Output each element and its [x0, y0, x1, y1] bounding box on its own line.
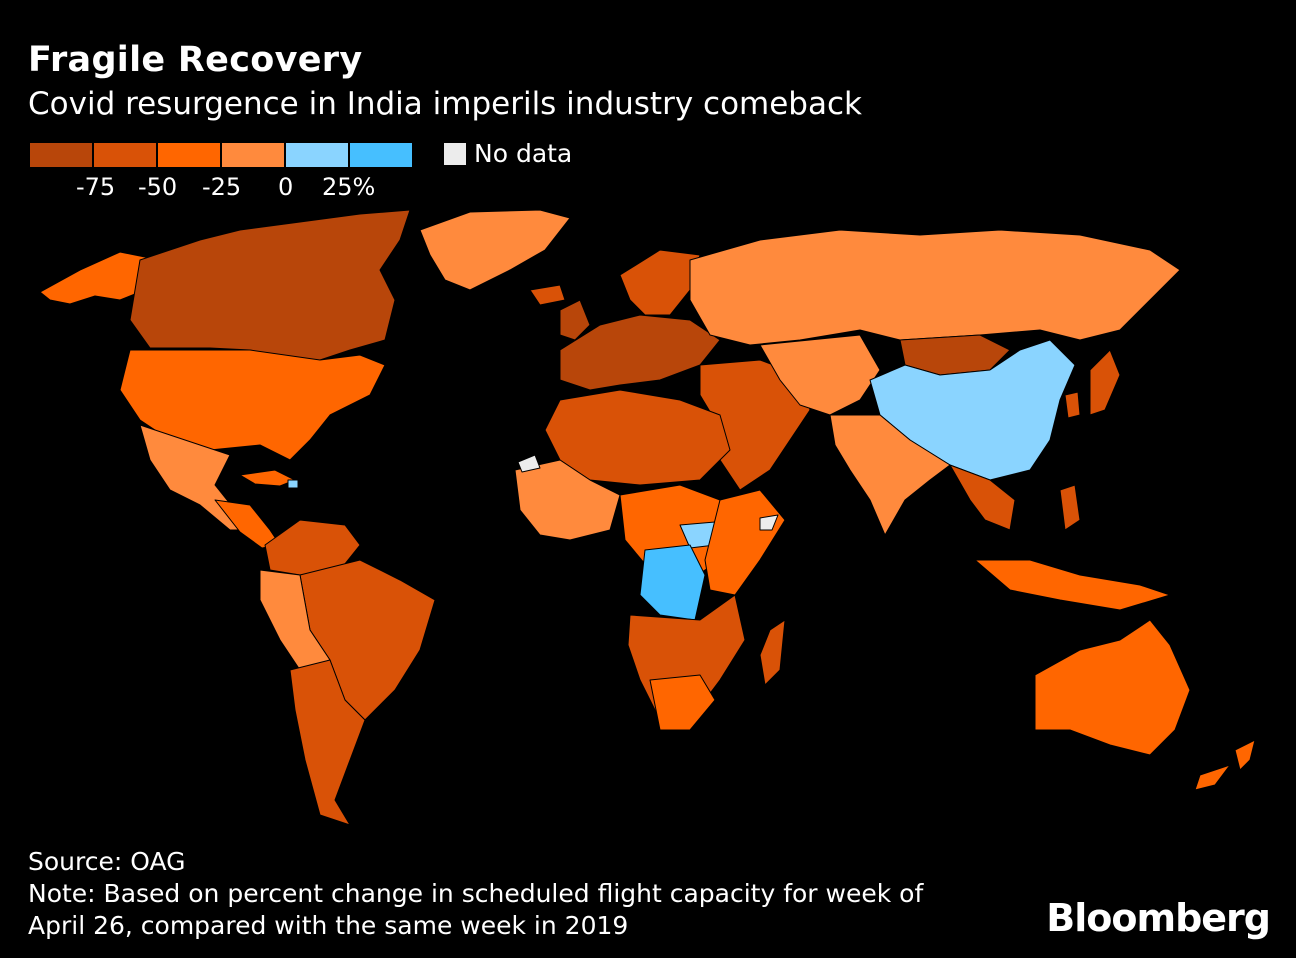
note-line-1: Note: Based on percent change in schedul…: [28, 879, 924, 908]
region-japan: [1089, 349, 1121, 416]
region-iceland: [529, 284, 566, 306]
legend-swatches: [30, 143, 414, 167]
region-drc: [639, 544, 706, 621]
chart-title: Fragile Recovery: [28, 40, 363, 80]
legend-swatch-4: [286, 143, 348, 167]
legend-tick: -75: [76, 173, 116, 201]
region-australia: [1034, 619, 1191, 756]
source-text: Source: OAG: [28, 847, 186, 876]
region-caribbean-blue: [287, 479, 299, 489]
no-data-legend: No data: [444, 139, 572, 168]
legend-swatch-0: [30, 143, 92, 167]
legend-tick: 0: [278, 173, 294, 201]
legend-ticks: -75 -50 -25 0 25%: [30, 173, 450, 203]
region-north-africa: [544, 389, 731, 486]
legend-swatch-1: [94, 143, 156, 167]
region-philippines: [1059, 484, 1081, 531]
region-argentina-chile: [289, 659, 366, 826]
region-usa: [119, 349, 386, 461]
region-colombia-venezuela: [264, 519, 361, 576]
no-data-swatch: [444, 142, 466, 165]
region-east-africa: [704, 489, 786, 596]
region-russia: [689, 229, 1181, 346]
legend-tick: -25: [202, 173, 242, 201]
legend: -75 -50 -25 0 25% No data: [30, 139, 590, 201]
region-greenland: [419, 209, 571, 291]
legend-swatch-5: [350, 143, 412, 167]
region-central-asia: [759, 334, 881, 416]
region-western-sahara: [517, 454, 541, 473]
region-madagascar: [759, 619, 786, 686]
region-somalia: [759, 514, 779, 531]
legend-swatch-3: [222, 143, 284, 167]
region-canada: [129, 209, 411, 361]
region-scandinavia: [619, 249, 701, 316]
footer: Source: OAG Note: Based on percent chang…: [28, 846, 923, 942]
world-map: [39, 209, 1256, 826]
legend-swatch-2: [158, 143, 220, 167]
no-data-label: No data: [474, 139, 573, 168]
note-line-2: April 26, compared with the same week in…: [28, 911, 629, 940]
region-indonesia: [974, 559, 1171, 611]
region-cuba: [239, 469, 296, 487]
legend-tick: -50: [138, 173, 178, 201]
region-se-asia: [949, 464, 1016, 531]
chart-subtitle: Covid resurgence in India imperils indus…: [28, 86, 862, 122]
region-uk: [559, 299, 591, 341]
region-south-africa: [649, 674, 716, 731]
region-new-zealand: [1194, 739, 1256, 791]
region-alaska: [39, 251, 151, 305]
region-west-africa: [514, 459, 621, 541]
legend-tick: 25%: [322, 173, 376, 201]
bloomberg-logo: Bloomberg: [1046, 896, 1271, 940]
region-india: [829, 414, 951, 536]
region-korea: [1064, 391, 1081, 419]
